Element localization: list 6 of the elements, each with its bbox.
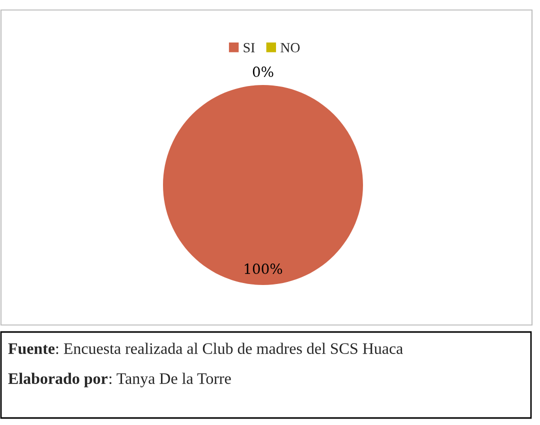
text: 0% bbox=[252, 66, 274, 78]
text: Elaborado por: Tanya De la Torre bbox=[8, 372, 231, 388]
data-label: 100% bbox=[244, 264, 282, 274]
source-note: Fuente: Encuesta realizada al Club de madres del SCS Huaca bbox=[8, 342, 403, 354]
legend-label: NO bbox=[280, 43, 300, 52]
legend-label: SI bbox=[244, 43, 255, 52]
